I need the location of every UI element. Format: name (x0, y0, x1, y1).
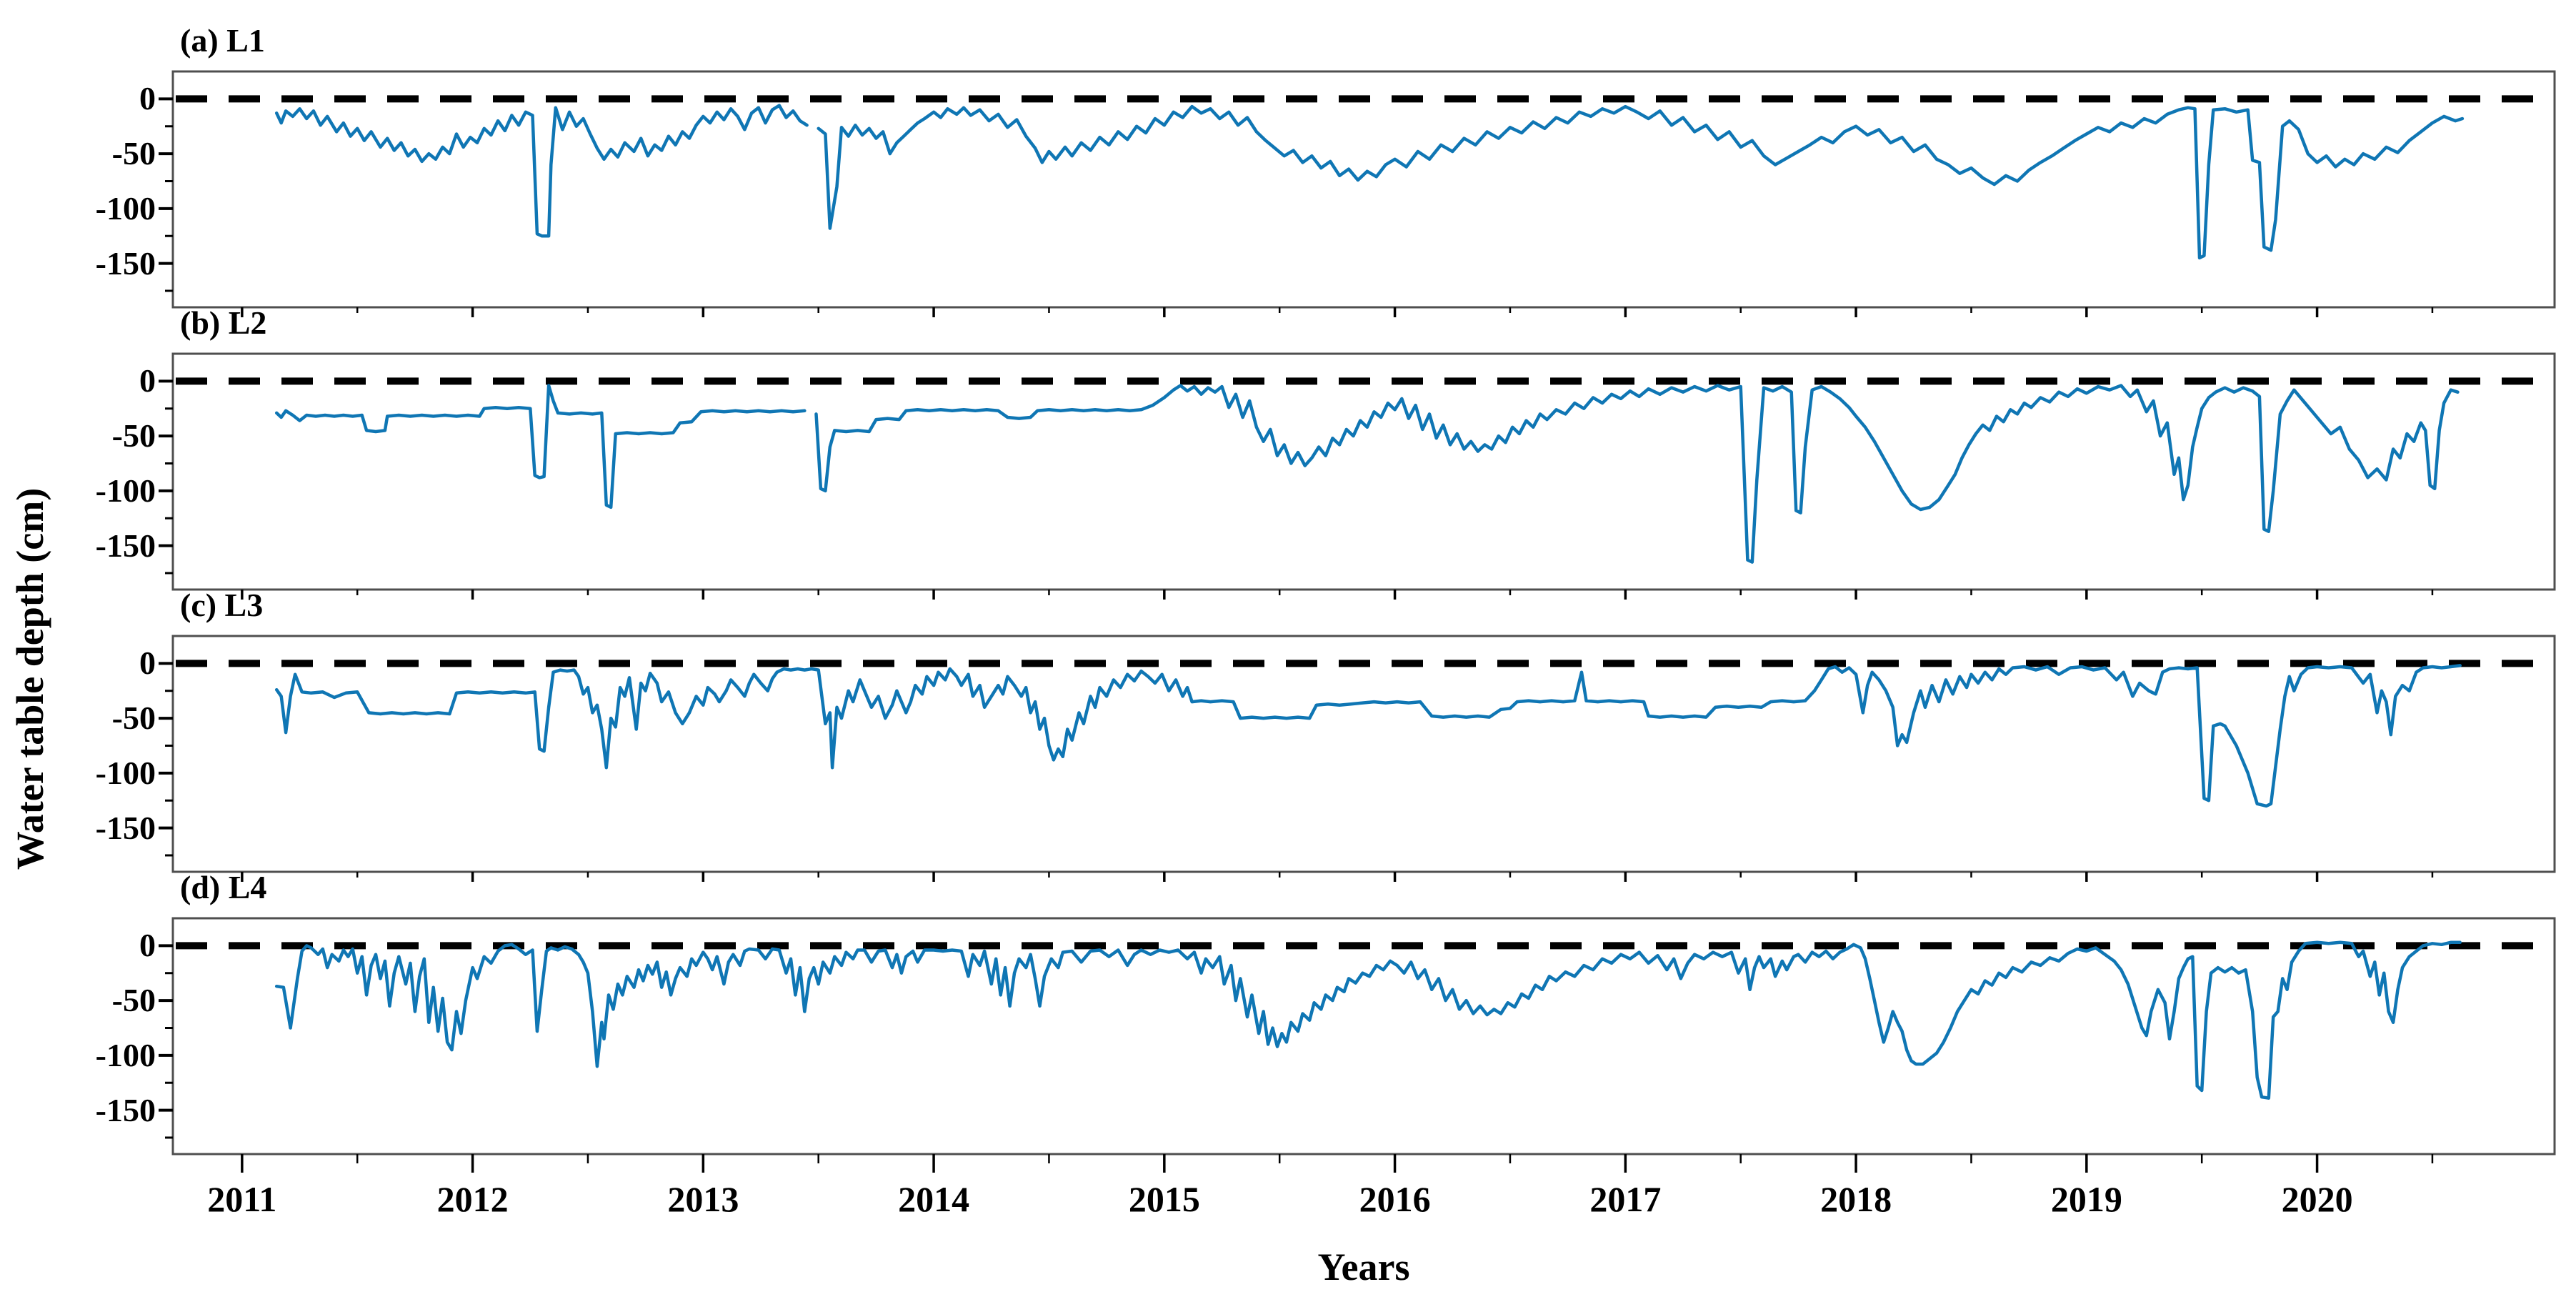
series-line-L2 (274, 384, 807, 510)
x-tick-label-2014: 2014 (898, 1179, 970, 1219)
x-tick-label-2013: 2013 (667, 1179, 739, 1219)
series-line-L1 (274, 104, 809, 238)
series-line-L3 (274, 664, 2462, 808)
y-tick-label-L3-0: 0 (139, 645, 156, 682)
panel-border-L4 (171, 917, 2556, 1156)
y-tick-label-L4--150: -150 (95, 1091, 156, 1128)
y-tick-label-L3--150: -150 (95, 809, 156, 846)
y-tick-label-L2--150: -150 (95, 527, 156, 564)
y-tick-label-L3--50: -50 (111, 700, 156, 737)
y-tick-label-L1--50: -50 (111, 135, 156, 172)
panel-label-c: (c) L3 (180, 587, 264, 623)
y-tick-label-L2--50: -50 (111, 417, 156, 454)
x-tick-label-2019: 2019 (2050, 1179, 2122, 1219)
panel-border-L2 (171, 352, 2556, 591)
y-tick-label-L1--150: -150 (95, 244, 156, 282)
x-tick-label-2018: 2018 (1820, 1179, 1892, 1219)
panel-label-b: (b) L2 (180, 304, 267, 341)
x-axis-title: Years (1317, 1246, 1410, 1288)
x-tick-label-2020: 2020 (2281, 1179, 2353, 1219)
panel-label-a: (a) L1 (180, 22, 265, 59)
series-line-L4 (274, 940, 2462, 1100)
y-tick-label-L2-0: 0 (139, 362, 156, 399)
x-tick-label-2012: 2012 (436, 1179, 509, 1219)
panel-label-d: (d) L4 (180, 869, 267, 905)
y-tick-label-L2--100: -100 (95, 472, 156, 509)
panel-border-L3 (171, 635, 2556, 873)
series-line-L2-seg2 (814, 384, 2460, 564)
y-tick-label-L3--100: -100 (95, 754, 156, 791)
y-tick-label-L4-0: 0 (139, 927, 156, 964)
x-tick-label-2015: 2015 (1128, 1179, 1200, 1219)
series-line-L1-seg2 (817, 104, 2465, 260)
x-tick-label-2016: 2016 (1359, 1179, 1431, 1219)
y-tick-label-L4--50: -50 (111, 982, 156, 1019)
y-tick-label-L4--100: -100 (95, 1036, 156, 1073)
y-tick-label-L1-0: 0 (139, 80, 156, 117)
y-tick-label-L1--100: -100 (95, 189, 156, 227)
panel-border-L1 (171, 70, 2556, 309)
x-tick-label-2011: 2011 (207, 1179, 277, 1219)
x-tick-label-2017: 2017 (1589, 1179, 1662, 1219)
